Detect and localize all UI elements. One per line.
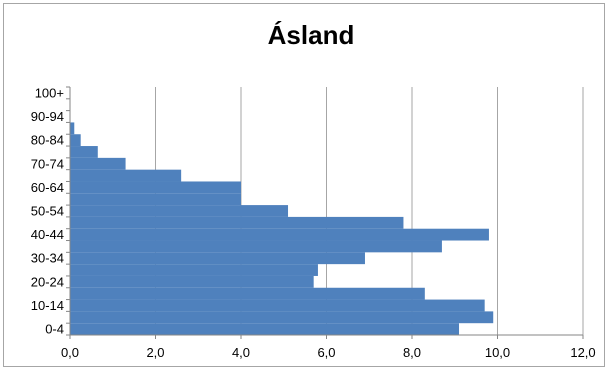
bar-45-49 [70,216,404,229]
y-tick-label: 0-4 [45,322,64,337]
bar-35-39 [70,240,442,253]
bar-65-69 [70,169,182,182]
x-tick-label: 2,0 [146,345,164,360]
y-tick-label: 20-24 [31,274,64,289]
bar-80-84 [70,134,81,147]
bar-30-34 [70,252,365,265]
y-tick-label: 90-94 [31,109,64,124]
y-tick-label: 60-64 [31,180,64,195]
y-tick-label: 50-54 [31,204,64,219]
y-tick-label: 40-44 [31,227,64,242]
x-tick-label: 10,0 [485,345,510,360]
y-tick-label: 70-74 [31,156,64,171]
bar-25-29 [70,264,318,276]
bar-10-14 [70,299,485,312]
bar-40-44 [70,228,489,241]
bar-75-79 [70,146,98,158]
bar-15-19 [70,287,425,300]
bar-0-4 [70,323,460,335]
x-tick-label: 6,0 [317,345,335,360]
y-tick-label: 80-84 [31,133,64,148]
y-tick-label: 30-34 [31,251,64,266]
x-tick-label: 8,0 [403,345,421,360]
bar-5-9 [70,311,494,324]
x-tick-label: 0,0 [61,345,79,360]
bar-55-59 [70,193,241,206]
y-tick-label: 100+ [35,85,64,100]
x-tick-label: 12,0 [570,345,595,360]
bar-85-89 [70,122,75,135]
chart-title: Ásland [267,20,355,50]
x-tick-label: 4,0 [232,345,250,360]
bar-70-74 [70,157,126,170]
y-tick-label: 10-14 [31,298,64,313]
bar-20-24 [70,275,314,288]
bar-50-54 [70,205,289,217]
bar-60-64 [70,181,241,194]
